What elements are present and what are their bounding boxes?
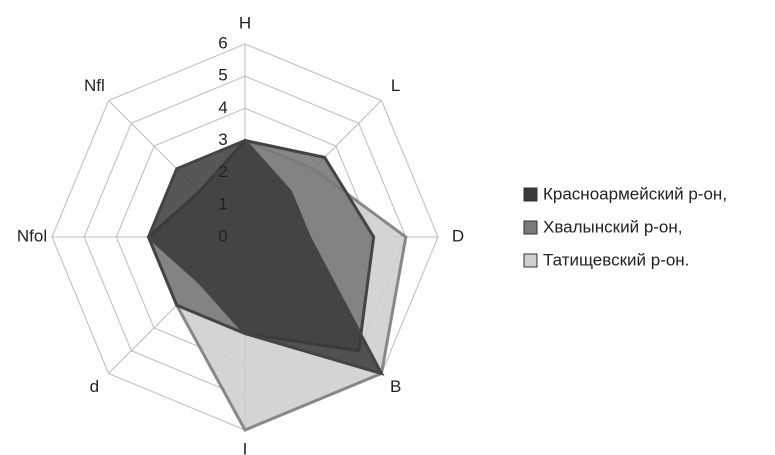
category-label: Nfol	[17, 226, 47, 245]
category-label: B	[390, 377, 401, 396]
legend-label: Хвалынский р-он,	[543, 217, 683, 236]
tick-label: 0	[218, 226, 227, 245]
category-label: L	[391, 76, 400, 95]
category-label: I	[243, 439, 248, 455]
legend-label: Красноармейский р-он,	[543, 184, 727, 203]
category-label: D	[452, 226, 464, 245]
tick-label: 1	[218, 194, 227, 213]
tick-label: 3	[218, 130, 227, 149]
category-label: Nfl	[84, 76, 105, 95]
category-label: d	[90, 377, 99, 396]
category-label: H	[239, 13, 251, 32]
legend-swatch	[523, 187, 538, 202]
legend-swatch	[523, 253, 538, 268]
tick-label: 4	[218, 98, 227, 117]
tick-label: 5	[218, 66, 227, 85]
legend-swatch	[523, 220, 538, 235]
tick-label: 2	[218, 162, 227, 181]
tick-label: 6	[218, 33, 227, 52]
series-area	[146, 138, 385, 376]
legend-label: Татищевский р-он.	[543, 250, 689, 269]
